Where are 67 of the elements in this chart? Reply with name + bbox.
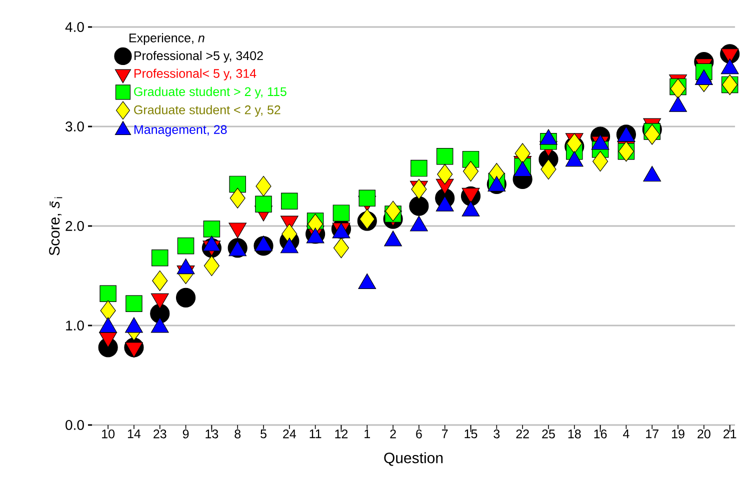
legend-label: Graduate student < 2 y, 52: [134, 105, 280, 117]
point: [332, 204, 350, 222]
point: [358, 190, 376, 207]
y-axis-title: Score, s̄$_{i}$: [49, 197, 62, 256]
point: [409, 196, 429, 216]
x-tick-label: 22: [516, 430, 529, 438]
x-tick-label: 10: [102, 430, 115, 438]
point: [385, 200, 401, 222]
point: [411, 178, 427, 200]
point: [204, 256, 220, 276]
point: [644, 124, 660, 145]
x-tick-label: 13: [206, 430, 218, 438]
x-tick-label: 20: [698, 430, 710, 438]
point: [126, 295, 142, 312]
point: [540, 159, 556, 180]
y-tick-label: 4.0: [65, 22, 84, 32]
point: [462, 161, 479, 182]
x-tick-label: 15: [464, 430, 478, 438]
point: [670, 78, 686, 99]
point: [514, 143, 530, 164]
x-tick-label: 18: [568, 430, 581, 438]
x-tick-label: 4: [623, 430, 630, 438]
point: [229, 176, 246, 193]
point: [230, 188, 246, 208]
x-tick-label: 23: [154, 430, 166, 438]
x-tick-label: 9: [182, 430, 189, 438]
legend-label: Management, 28: [134, 125, 227, 136]
point: [203, 220, 220, 238]
x-tick-label: 16: [594, 430, 607, 438]
point: [255, 196, 272, 212]
legend-label: Professional >5 y, 3402: [134, 50, 263, 63]
x-tick-label: 17: [646, 430, 658, 438]
x-tick-label: 2: [390, 430, 396, 438]
x-tick-label: 24: [283, 430, 296, 438]
point: [100, 285, 116, 302]
point: [592, 151, 608, 172]
point: [152, 249, 168, 266]
y-tick-label: 0.0: [66, 420, 84, 430]
y-tick-label: 3.0: [66, 122, 84, 132]
x-tick-label: 12: [335, 430, 348, 438]
x-tick-label: 7: [442, 430, 448, 438]
x-tick-label: 25: [542, 430, 555, 438]
x-tick-label: 19: [672, 430, 684, 438]
x-tick-label: 8: [234, 430, 241, 438]
x-tick-label: 1: [364, 430, 370, 438]
x-tick-label: 6: [416, 430, 422, 438]
x-tick-label: 14: [128, 430, 141, 438]
x-tick-label: 21: [724, 430, 736, 438]
x-axis-title: Question: [384, 452, 443, 466]
legend-title: Experience, n: [130, 33, 204, 45]
point: [177, 238, 194, 254]
x-tick-label: 11: [310, 430, 322, 438]
legend-label: Professional< 5 y, 314: [134, 68, 256, 80]
x-tick-label: 3: [494, 430, 500, 438]
point: [100, 300, 116, 321]
point: [436, 148, 454, 165]
point: [437, 164, 453, 185]
y-tick-label: 2.0: [66, 221, 84, 231]
point: [281, 192, 298, 210]
legend-label: Graduate student > 2 y, 115: [134, 86, 286, 99]
point: [176, 288, 196, 308]
y-tick-label: 1.0: [66, 320, 84, 330]
point: [333, 238, 350, 258]
x-tick-label: 5: [260, 430, 266, 438]
point: [410, 160, 428, 177]
point: [152, 270, 168, 291]
point: [256, 176, 272, 196]
